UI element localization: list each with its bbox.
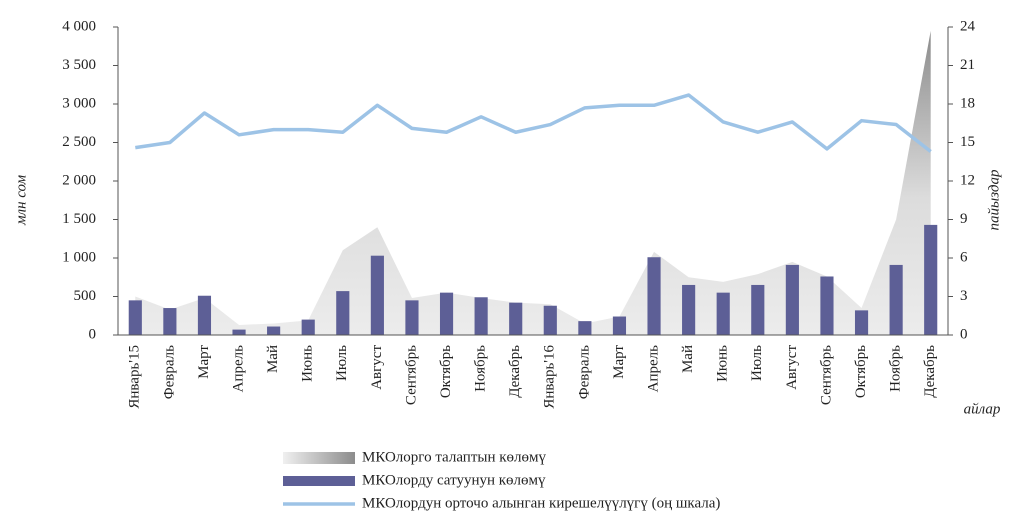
bar bbox=[647, 257, 661, 335]
x-tick-label: Июль bbox=[334, 345, 350, 381]
x-tick-label: Январь'15 bbox=[127, 345, 143, 409]
y2-tick-label: 12 bbox=[960, 172, 975, 188]
y2-axis-label: пайыздар bbox=[986, 169, 1002, 230]
bar bbox=[301, 319, 315, 335]
y2-tick-label: 6 bbox=[960, 249, 968, 265]
bar bbox=[578, 321, 592, 335]
y-axis-label: млн сом bbox=[13, 175, 29, 227]
y-tick-label: 3 500 bbox=[62, 57, 96, 73]
y-tick-label: 0 bbox=[89, 326, 97, 342]
y2-tick-label: 21 bbox=[960, 57, 975, 73]
x-tick-label: Март bbox=[611, 345, 627, 379]
y-tick-label: 1 500 bbox=[62, 211, 96, 227]
bar bbox=[267, 326, 281, 335]
y2-tick-label: 0 bbox=[960, 326, 968, 342]
bar bbox=[820, 276, 834, 335]
bar bbox=[751, 284, 765, 335]
y-tick-label: 2 500 bbox=[62, 134, 96, 150]
x-tick-label: Декабрь bbox=[922, 345, 938, 398]
x-tick-label: Февраль bbox=[161, 345, 177, 399]
bar bbox=[889, 264, 903, 335]
x-tick-label: Октябрь bbox=[853, 345, 869, 398]
bar bbox=[474, 297, 488, 335]
y2-tick-label: 9 bbox=[960, 211, 968, 227]
legend-label: МКОлордун орточо алынган кирешелүүлүгү (… bbox=[362, 495, 720, 511]
y-tick-label: 3 000 bbox=[62, 95, 96, 111]
x-tick-label: Сентябрь bbox=[403, 345, 419, 405]
x-tick-label: Март bbox=[196, 345, 212, 379]
bar bbox=[924, 224, 938, 335]
bar bbox=[336, 291, 350, 335]
bar bbox=[509, 302, 523, 335]
bar bbox=[612, 316, 627, 335]
x-tick-label: Декабрь bbox=[507, 345, 523, 398]
yield-line bbox=[135, 93, 932, 153]
y2-tick-label: 3 bbox=[960, 288, 968, 304]
y2-tick-label: 18 bbox=[960, 95, 975, 111]
x-tick-label: Май bbox=[265, 345, 281, 373]
bar bbox=[197, 295, 212, 335]
y-tick-label: 500 bbox=[74, 288, 97, 304]
x-tick-label: Май bbox=[680, 345, 696, 373]
x-tick-label: Август bbox=[784, 345, 800, 390]
x-tick-label: Февраль bbox=[576, 345, 592, 399]
x-tick-label: Октябрь bbox=[438, 345, 454, 398]
legend-swatch bbox=[283, 452, 355, 464]
x-tick-label: Январь'16 bbox=[542, 345, 558, 409]
bar bbox=[785, 264, 799, 335]
y-tick-label: 1 000 bbox=[62, 249, 96, 265]
bar bbox=[405, 300, 419, 335]
y2-tick-label: 15 bbox=[960, 134, 975, 150]
bar bbox=[543, 305, 557, 335]
x-tick-label: Сентябрь bbox=[818, 345, 834, 405]
bar bbox=[163, 308, 177, 335]
bar bbox=[682, 284, 696, 335]
bar bbox=[128, 300, 142, 335]
bar bbox=[716, 292, 730, 335]
x-tick-label: Июнь bbox=[715, 345, 731, 382]
x-tick-label: Июнь bbox=[300, 345, 316, 382]
x-tick-label: Апрель bbox=[230, 345, 246, 393]
x-tick-label: Ноябрь bbox=[888, 345, 904, 392]
y-tick-label: 2 000 bbox=[62, 172, 96, 188]
bar bbox=[232, 329, 246, 335]
legend-label: МКОлорго талаптын көлөмү bbox=[362, 449, 546, 465]
x-axis-label: айлар bbox=[964, 401, 1001, 417]
bar bbox=[854, 310, 869, 335]
legend-swatch bbox=[283, 476, 355, 486]
bar bbox=[370, 255, 384, 335]
demand-area bbox=[135, 30, 931, 335]
x-tick-label: Август bbox=[369, 345, 385, 390]
x-tick-label: Ноябрь bbox=[473, 345, 489, 392]
y-tick-label: 4 000 bbox=[62, 18, 96, 34]
legend-label: МКОлорду сатуунун көлөмү bbox=[362, 472, 546, 488]
bar bbox=[439, 292, 454, 335]
x-tick-label: Июль bbox=[749, 345, 765, 381]
x-tick-label: Апрель bbox=[645, 345, 661, 393]
y2-tick-label: 24 bbox=[960, 18, 976, 34]
